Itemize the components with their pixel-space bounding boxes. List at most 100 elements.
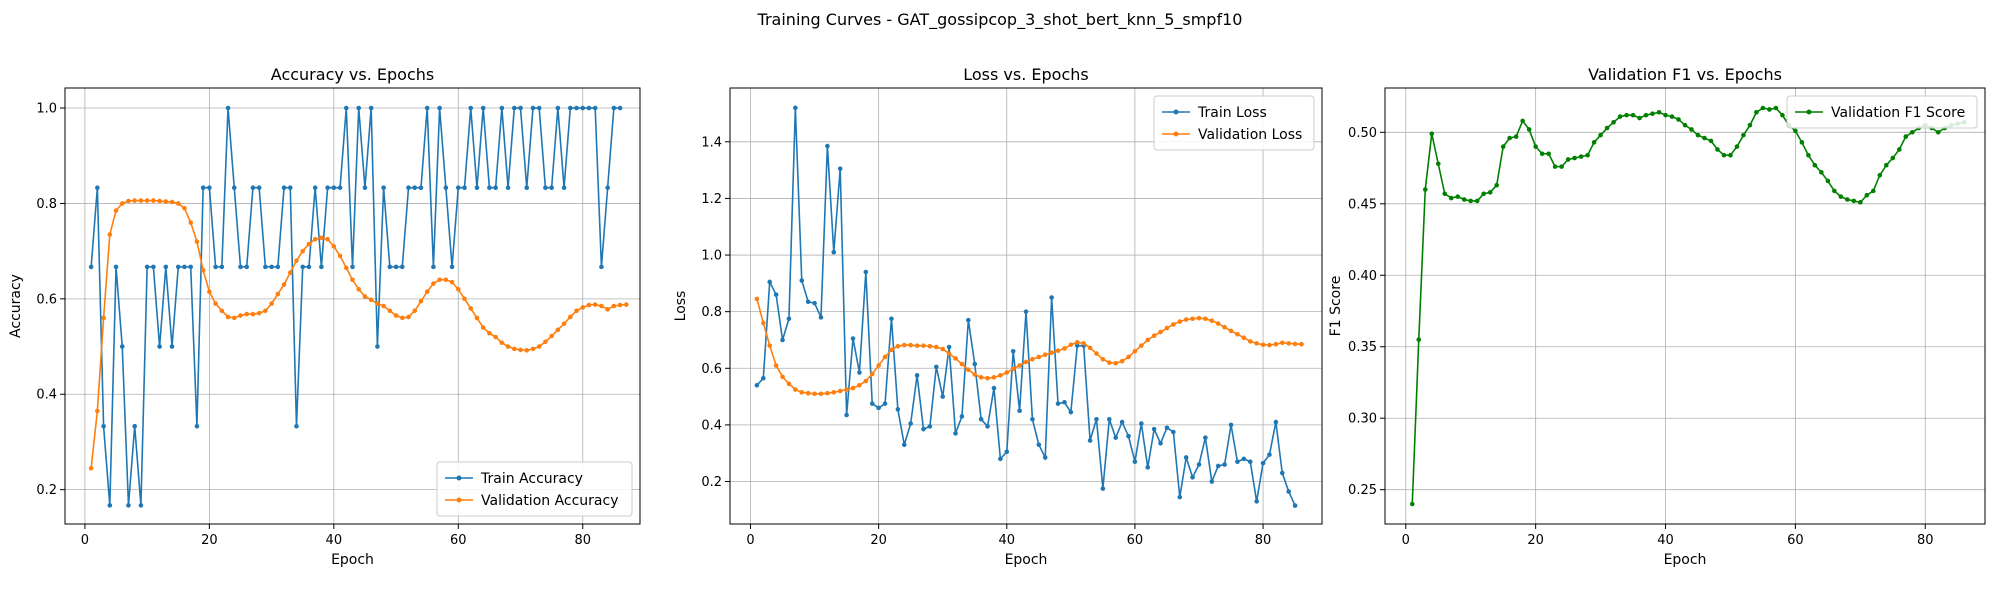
panel-2-series-2-point [946, 351, 952, 356]
panel-1-series-2-point [474, 315, 480, 321]
panel-2-series-2-point [1074, 339, 1080, 345]
panel-2-series-2-point [799, 390, 805, 395]
panel-1-series-1-point [144, 264, 150, 270]
panel-1-title: Accuracy vs. Epochs [271, 65, 434, 84]
panel-2-series-2-point [959, 361, 965, 367]
panel-2-series-2-point [1023, 359, 1029, 365]
panel-1-series-2-point [468, 306, 474, 311]
panel-1-series-2-point [412, 308, 418, 314]
panel-1-y-tick-label: 1.0 [36, 102, 57, 117]
panel-2-series-2-point [1036, 354, 1042, 360]
panel-1-series-1-point [113, 264, 119, 270]
panel-2-series-1-point [831, 249, 837, 255]
panel-1-series-2-point [381, 303, 386, 309]
panel-2-series-2-point [921, 343, 926, 348]
panel-1-series-2-point [592, 302, 598, 307]
panel-2-legend-label: Validation Loss [1198, 127, 1302, 143]
panel-2-series-1-point [908, 421, 913, 426]
panel-1-series-2-point [281, 282, 287, 287]
panel-1-series-1-point [287, 185, 293, 190]
panel-1-series-2-point [113, 208, 119, 213]
panel-1-series-1-point [437, 105, 442, 111]
panel-2-series-2-point [934, 344, 939, 350]
panel-3-title: Validation F1 vs. Epochs [1588, 65, 1782, 84]
panel-1-series-1-point [325, 185, 330, 190]
panel-2-series-2-point [1030, 356, 1035, 362]
panel-3-series-1-point [1507, 135, 1512, 141]
panel-2-series-2-point [773, 363, 779, 368]
panel-1-series-1-point [337, 185, 343, 190]
panel-1-series-1-point [213, 264, 218, 270]
panel-2-series-2-point [1171, 322, 1176, 327]
panel-2-series-1-point [1228, 422, 1234, 428]
panel-2-series-1-point [889, 316, 894, 322]
panel-1-series-2-point [138, 198, 144, 203]
panel-1-series-2-point [325, 236, 330, 242]
panel-2-series-2-point [927, 343, 933, 349]
panel-1-series-2-point [611, 303, 617, 309]
panel-1-series-1-point [375, 344, 380, 349]
panel-3-series-1-point [1474, 198, 1480, 204]
panel-2-series-2-point [966, 367, 971, 373]
panel-1-y-tick-label: 0.4 [36, 388, 57, 403]
panel-2-series-1-point [754, 382, 760, 388]
panel-1-series-2-point [207, 289, 212, 294]
panel-1-series-2-point [530, 346, 536, 352]
panel-3-series-1-point [1741, 132, 1746, 138]
panel-2-series-2-point [1254, 341, 1259, 346]
panel-3-series-1-point [1689, 127, 1694, 132]
panel-1-series-2-point [580, 305, 586, 310]
panel-1-series-2-point [151, 198, 156, 203]
panel-1-series-1-point [480, 105, 486, 111]
panel-1-series-1-point [194, 423, 200, 429]
panel-1-x-tick-label: 20 [201, 533, 218, 548]
panel-1-series-2-point [263, 308, 268, 314]
panel-2-series-2-point [825, 390, 830, 396]
panel-1-series-2-point [393, 313, 399, 318]
panel-3-series-1-point [1500, 144, 1506, 149]
panel-1-x-tick-label: 40 [326, 533, 343, 548]
panel-1-series-1-point [549, 185, 554, 190]
panel-2-series-1-point [985, 424, 990, 429]
panel-1-series-2-point [194, 239, 200, 244]
panel-3-series-1-point [1643, 112, 1649, 118]
panel-1-series-2-point [119, 201, 125, 206]
panel-3-series-1-point [1838, 194, 1844, 199]
panel-2-series-1-point [972, 361, 978, 367]
panel-2-series-2-point [978, 375, 984, 380]
panel-3-series-1-point [1539, 151, 1545, 157]
panel-2-series-2-point [1062, 346, 1067, 351]
panel-3-series-1-point [1552, 164, 1558, 169]
panel-2-series-1-point [1247, 459, 1253, 465]
panel-1: 0 20 40 60 80 0.2 0.4 0.6 0.8 1.0 Accuracy vs. Epo… [8, 65, 641, 568]
panel-2-series-2-point [793, 387, 798, 392]
panel-2-series-2-point [1177, 319, 1183, 324]
panel-1-series-2-point [343, 265, 349, 271]
panel-2-series-1-point [825, 143, 830, 149]
panel-2-legend-swatch-marker [1173, 131, 1179, 137]
panel-1-series-2-point [231, 315, 237, 321]
panel-2-series-1-point [998, 456, 1003, 462]
panel-2-series-1-point [773, 292, 779, 297]
panel-2-series-2-point [1094, 351, 1099, 356]
panel-1-series-1-point [586, 105, 592, 111]
panel-2-axes-frame [729, 87, 1323, 525]
panel-3-series-1-point [1708, 138, 1714, 144]
panel-1-series-1-point [331, 185, 337, 190]
panel-1-series-1-point [312, 185, 318, 190]
panel-1-series-2-point [399, 315, 405, 321]
panel-2-series-1-point [1196, 462, 1202, 467]
panel-1-y-tick-label: 0.8 [36, 197, 57, 212]
panel-3-series-1-point [1909, 130, 1915, 135]
panel-2-series-1-point [1023, 309, 1029, 314]
panel-3-series-1-point [1455, 194, 1461, 199]
panel-3-series-1-point [1663, 112, 1668, 118]
panel-3-series-1-point [1793, 128, 1798, 134]
panel-2-legend-swatch-marker [1173, 109, 1179, 115]
panel-1-series-2-point [107, 232, 113, 237]
panel-2-series-1-point [1106, 416, 1112, 422]
panel-2-series-2-point [786, 381, 792, 387]
panel-1-series-2-point [455, 287, 461, 292]
panel-3-series-1-point [1422, 187, 1428, 192]
panel-1-series-1-point [449, 264, 455, 270]
